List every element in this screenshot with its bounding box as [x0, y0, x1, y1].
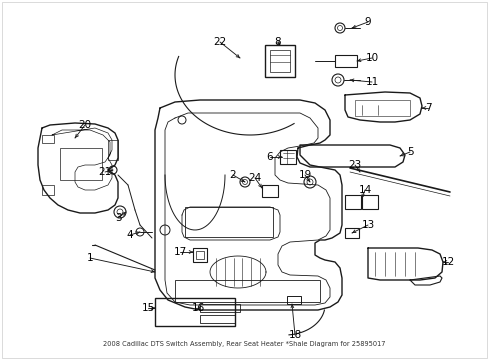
Bar	[196, 251, 203, 259]
Bar	[184, 207, 272, 237]
Text: 1: 1	[86, 253, 93, 263]
Bar	[280, 150, 295, 164]
Bar	[175, 280, 319, 302]
Bar	[200, 315, 235, 323]
Bar	[262, 185, 278, 197]
Bar	[200, 304, 240, 312]
Text: 10: 10	[365, 53, 378, 63]
Bar	[60, 148, 102, 180]
Bar	[42, 135, 54, 143]
Bar	[354, 100, 409, 116]
Text: 11: 11	[365, 77, 378, 87]
Bar	[42, 185, 54, 195]
Text: 6: 6	[266, 152, 273, 162]
Bar	[108, 140, 118, 160]
Text: 2: 2	[229, 170, 236, 180]
Text: 13: 13	[361, 220, 374, 230]
Text: 9: 9	[364, 17, 370, 27]
Text: 12: 12	[441, 257, 454, 267]
Bar	[345, 228, 358, 238]
Text: 8: 8	[274, 37, 281, 47]
Bar	[264, 45, 294, 77]
Text: 16: 16	[191, 303, 204, 313]
Bar	[334, 55, 356, 67]
Text: 17: 17	[173, 247, 186, 257]
Text: 4: 4	[126, 230, 133, 240]
Bar	[361, 195, 377, 209]
Text: 14: 14	[358, 185, 371, 195]
Text: 18: 18	[288, 330, 301, 340]
Text: 20: 20	[78, 120, 91, 130]
Text: 21: 21	[98, 167, 111, 177]
Text: 2008 Cadillac DTS Switch Assembly, Rear Seat Heater *Shale Diagram for 25895017: 2008 Cadillac DTS Switch Assembly, Rear …	[102, 341, 385, 347]
Bar	[193, 248, 206, 262]
Text: 5: 5	[406, 147, 412, 157]
Bar	[345, 195, 360, 209]
Text: 23: 23	[347, 160, 361, 170]
Bar	[286, 296, 301, 304]
Text: 24: 24	[248, 173, 261, 183]
Bar	[155, 298, 235, 326]
Text: 19: 19	[298, 170, 311, 180]
Bar	[269, 50, 289, 72]
Text: 7: 7	[424, 103, 430, 113]
Text: 15: 15	[141, 303, 154, 313]
Text: 22: 22	[213, 37, 226, 47]
Text: 3: 3	[115, 213, 121, 223]
